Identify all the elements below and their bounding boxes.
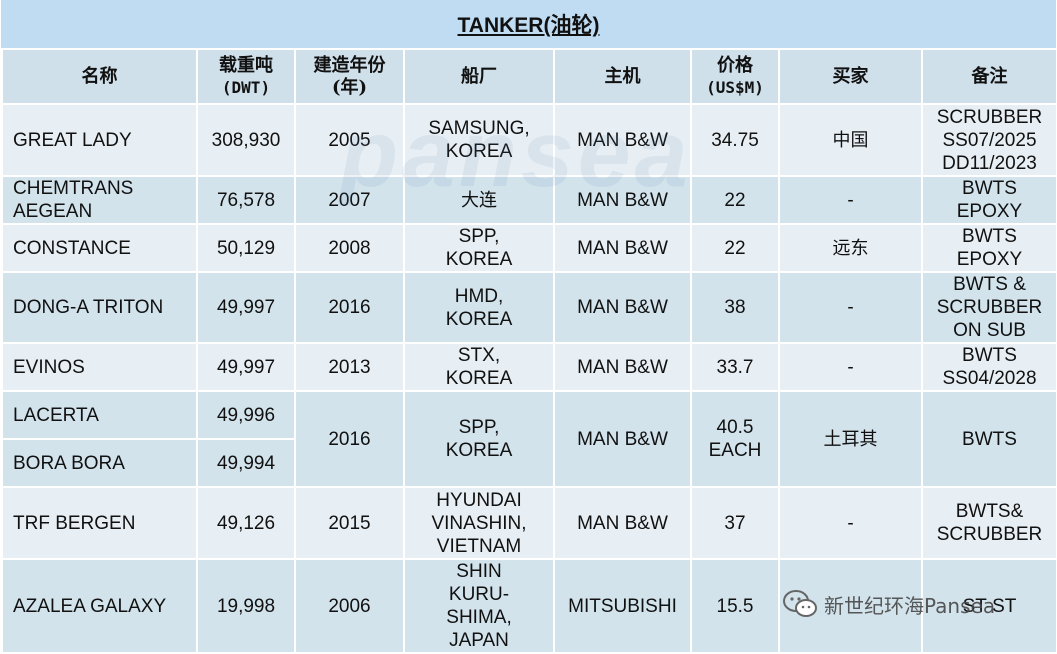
- cell-built: 2016: [294, 271, 405, 344]
- cell-engine: MAN B&W: [553, 223, 692, 273]
- cell-remarks: BWTS: [921, 390, 1057, 488]
- cell-remarks: BWTS& SCRUBBER: [921, 486, 1057, 560]
- cell-name: GREAT LADY: [1, 103, 198, 177]
- tanker-table: 名称 载重吨 (DWT) 建造年份 (年) 船厂 主机 价格 (US$M) 买家 备注…: [1, 48, 1057, 654]
- table-row: AZALEA GALAXY 19,998 2006 SHIN KURU- SHIMA…: [1, 558, 1057, 654]
- cell-remarks: BWTS EPOXY: [921, 175, 1057, 225]
- cell-yard: SHIN KURU- SHIMA, JAPAN: [403, 558, 555, 654]
- cell-dwt: 49,996: [196, 390, 296, 440]
- header-yard: 船厂: [403, 48, 555, 105]
- table-title-bar: TANKER(油轮): [1, 0, 1056, 50]
- cell-buyer: 土耳其: [778, 390, 923, 488]
- cell-name: TRF BERGEN: [1, 486, 198, 560]
- cell-built: 2005: [294, 103, 405, 177]
- table-row: BORA BORA 49,994: [1, 438, 1057, 488]
- cell-name: CHEMTRANS AEGEAN: [1, 175, 198, 225]
- cell-dwt: 49,997: [196, 271, 296, 344]
- cell-engine: MAN B&W: [553, 342, 692, 392]
- cell-remarks: BWTS & SCRUBBER ON SUB: [921, 271, 1057, 344]
- cell-price: 34.75: [690, 103, 780, 177]
- cell-engine: MAN B&W: [553, 271, 692, 344]
- cell-buyer: [778, 558, 923, 654]
- cell-dwt: 49,994: [196, 438, 296, 488]
- table-row: CONSTANCE 50,129 2008 SPP, KOREA MAN B&W …: [1, 223, 1057, 273]
- cell-yard: HYUNDAI VINASHIN, VIETNAM: [403, 486, 555, 560]
- cell-name: AZALEA GALAXY: [1, 558, 198, 654]
- header-price: 价格 (US$M): [690, 48, 780, 105]
- cell-built: 2008: [294, 223, 405, 273]
- header-built: 建造年份 (年): [294, 48, 405, 105]
- cell-remarks: BWTS EPOXY: [921, 223, 1057, 273]
- cell-name: DONG-A TRITON: [1, 271, 198, 344]
- table-row: CHEMTRANS AEGEAN 76,578 2007 大连 MAN B&W 2…: [1, 175, 1057, 225]
- cell-name: EVINOS: [1, 342, 198, 392]
- cell-dwt: 19,998: [196, 558, 296, 654]
- table-row: TRF BERGEN 49,126 2015 HYUNDAI VINASHIN, V…: [1, 486, 1057, 560]
- cell-buyer: -: [778, 271, 923, 344]
- cell-engine: MAN B&W: [553, 103, 692, 177]
- cell-dwt: 50,129: [196, 223, 296, 273]
- cell-remarks: ST-ST: [921, 558, 1057, 654]
- cell-yard: SAMSUNG, KOREA: [403, 103, 555, 177]
- cell-built: 2013: [294, 342, 405, 392]
- cell-yard: 大连: [403, 175, 555, 225]
- cell-buyer: -: [778, 342, 923, 392]
- header-name: 名称: [1, 48, 198, 105]
- cell-price: 40.5 EACH: [690, 390, 780, 488]
- cell-built: 2015: [294, 486, 405, 560]
- cell-dwt: 308,930: [196, 103, 296, 177]
- header-remarks: 备注: [921, 48, 1057, 105]
- cell-engine: MITSUBISHI: [553, 558, 692, 654]
- cell-dwt: 49,126: [196, 486, 296, 560]
- cell-price: 22: [690, 223, 780, 273]
- table-row: EVINOS 49,997 2013 STX, KOREA MAN B&W 33.…: [1, 342, 1057, 392]
- cell-name: LACERTA: [1, 390, 198, 440]
- cell-price: 15.5: [690, 558, 780, 654]
- cell-built: 2007: [294, 175, 405, 225]
- cell-price: 33.7: [690, 342, 780, 392]
- cell-price: 37: [690, 486, 780, 560]
- cell-buyer: -: [778, 486, 923, 560]
- cell-dwt: 49,997: [196, 342, 296, 392]
- cell-yard: SPP, KOREA: [403, 223, 555, 273]
- header-engine: 主机: [553, 48, 692, 105]
- cell-name: BORA BORA: [1, 438, 198, 488]
- cell-engine: MAN B&W: [553, 390, 692, 488]
- cell-price: 22: [690, 175, 780, 225]
- header-row: 名称 载重吨 (DWT) 建造年份 (年) 船厂 主机 价格 (US$M) 买家 备注: [1, 48, 1057, 105]
- cell-buyer: 远东: [778, 223, 923, 273]
- table-row: GREAT LADY 308,930 2005 SAMSUNG, KOREA MA…: [1, 103, 1057, 177]
- cell-engine: MAN B&W: [553, 486, 692, 560]
- cell-dwt: 76,578: [196, 175, 296, 225]
- table-row: DONG-A TRITON 49,997 2016 HMD, KOREA MAN …: [1, 271, 1057, 344]
- cell-yard: SPP, KOREA: [403, 390, 555, 488]
- cell-yard: STX, KOREA: [403, 342, 555, 392]
- header-buyer: 买家: [778, 48, 923, 105]
- cell-buyer: -: [778, 175, 923, 225]
- table-title: TANKER(油轮): [457, 14, 600, 37]
- cell-name: CONSTANCE: [1, 223, 198, 273]
- cell-built: 2006: [294, 558, 405, 654]
- header-dwt: 载重吨 (DWT): [196, 48, 296, 105]
- table-row: LACERTA 49,996 2016 SPP, KOREA MAN B&W 40…: [1, 390, 1057, 488]
- cell-buyer: 中国: [778, 103, 923, 177]
- cell-remarks: BWTS SS04/2028: [921, 342, 1057, 392]
- cell-price: 38: [690, 271, 780, 344]
- cell-yard: HMD, KOREA: [403, 271, 555, 344]
- cell-remarks: SCRUBBER SS07/2025 DD11/2023: [921, 103, 1057, 177]
- cell-engine: MAN B&W: [553, 175, 692, 225]
- cell-built: 2016: [294, 390, 405, 488]
